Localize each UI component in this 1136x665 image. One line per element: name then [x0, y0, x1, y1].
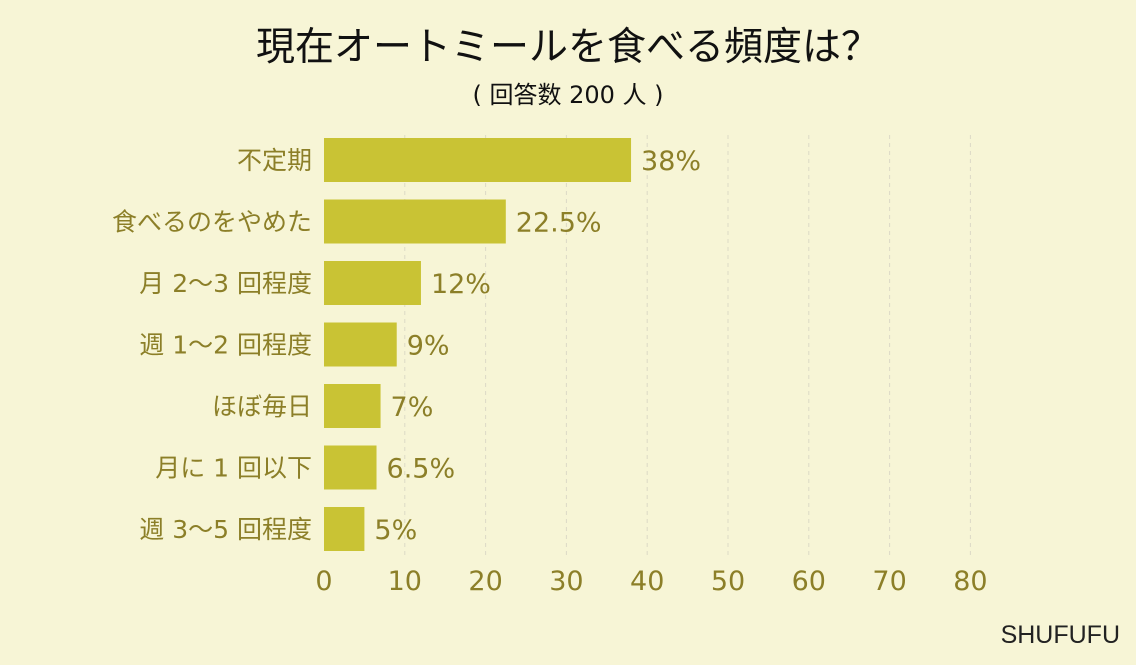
- x-tick-label: 10: [388, 566, 422, 597]
- bar: [324, 322, 397, 367]
- bar: [324, 199, 506, 244]
- category-label: 週 1〜2 回程度: [139, 331, 312, 360]
- category-label: 食べるのをやめた: [112, 208, 312, 237]
- value-labels: 38% 22.5% 12% 9% 7% 6.5% 5%: [374, 146, 701, 546]
- x-tick-label: 60: [792, 566, 826, 597]
- category-label: 月に 1 回以下: [155, 454, 312, 483]
- value-label: 38%: [641, 146, 701, 177]
- value-label: 12%: [431, 269, 491, 300]
- x-tick-label: 0: [315, 566, 332, 597]
- category-label: 不定期: [237, 146, 312, 175]
- bar: [324, 138, 632, 182]
- category-label: 月 2〜3 回程度: [139, 269, 312, 298]
- x-tick-label: 40: [630, 566, 664, 597]
- x-tick-label: 20: [468, 566, 502, 597]
- bar: [324, 445, 377, 490]
- bar: [324, 384, 381, 428]
- x-tick-label: 80: [953, 566, 987, 597]
- value-label: 5%: [374, 515, 417, 546]
- grid-lines: [404, 135, 971, 555]
- category-label: ほぼ毎日: [212, 392, 312, 421]
- x-tick-label: 30: [549, 566, 583, 597]
- category-label: 週 3〜5 回程度: [139, 515, 312, 544]
- x-tick-label: 50: [711, 566, 745, 597]
- value-label: 6.5%: [387, 454, 456, 485]
- bar: [324, 261, 421, 305]
- bar: [324, 507, 365, 551]
- x-tick-label: 70: [872, 566, 906, 597]
- value-label: 22.5%: [516, 208, 602, 239]
- value-label: 7%: [391, 392, 434, 423]
- x-axis-tick-labels: 0 10 20 30 40 50 60 70 80: [315, 566, 987, 597]
- value-label: 9%: [407, 331, 450, 362]
- watermark: SHUFUFU: [1001, 621, 1120, 649]
- chart-subtitle: ( 回答数 200 人 ): [472, 81, 663, 109]
- chart-title: 現在オートミールを食べる頻度は？: [256, 25, 880, 70]
- bars: [324, 138, 632, 551]
